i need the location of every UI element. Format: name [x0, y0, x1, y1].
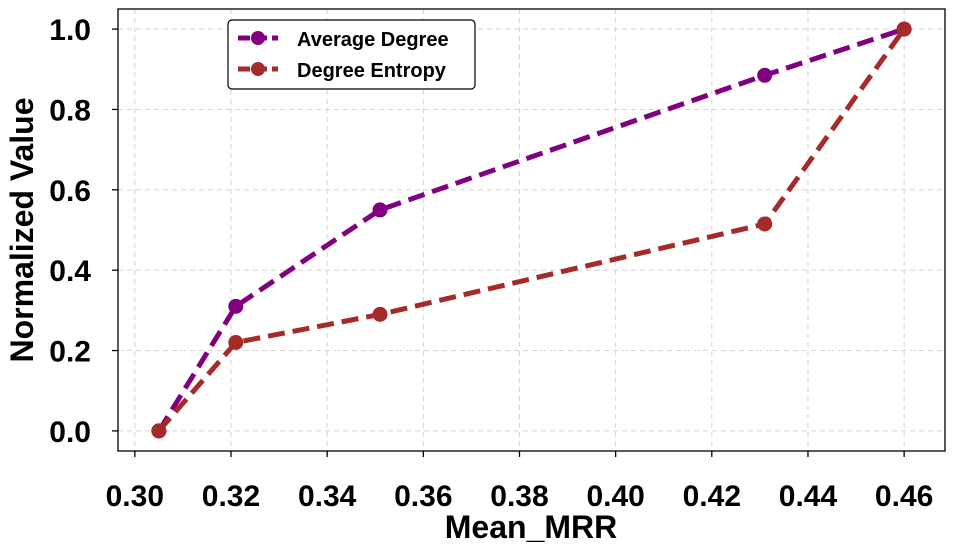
- x-tick-label: 0.46: [875, 480, 933, 513]
- x-axis-label: Mean_MRR: [445, 509, 617, 545]
- legend-marker-degree-entropy: [251, 62, 265, 76]
- x-tick-label: 0.36: [394, 480, 452, 513]
- plot-frame: [117, 8, 946, 452]
- legend-label-average-degree: Average Degree: [297, 29, 449, 51]
- x-tick-label: 0.32: [202, 480, 260, 513]
- data-point-average-degree: [757, 67, 773, 83]
- y-axis-label: Normalized Value: [4, 98, 40, 363]
- legend-label-degree-entropy: Degree Entropy: [297, 60, 447, 82]
- data-point-average-degree: [228, 298, 244, 314]
- data-point-average-degree: [372, 202, 388, 218]
- data-point-degree-entropy: [151, 423, 167, 439]
- y-tick-label: 0.0: [49, 416, 91, 449]
- x-tick-label: 0.42: [683, 480, 741, 513]
- series-line-average-degree: [156, 26, 905, 433]
- data-point-degree-entropy: [228, 335, 244, 351]
- data-point-degree-entropy: [372, 306, 388, 322]
- x-tick-label: 0.38: [490, 480, 548, 513]
- data-point-degree-entropy: [757, 216, 773, 232]
- data-point-degree-entropy: [896, 21, 912, 37]
- x-tick-label: 0.40: [586, 480, 644, 513]
- y-tick-label: 0.4: [49, 255, 91, 288]
- series-layer: [151, 21, 912, 439]
- legend-marker-average-degree: [251, 31, 265, 45]
- y-tick-label: 1.0: [49, 14, 91, 47]
- ticks-layer: 0.30 0.32 0.34 0.36 0.38 0.40 0.42 0.44 0.46 0.0 0…: [49, 14, 933, 513]
- y-tick-label: 0.2: [49, 336, 91, 369]
- x-tick-label: 0.34: [298, 480, 357, 513]
- y-tick-label: 0.8: [49, 94, 91, 127]
- legend: Average Degree Degree Entropy: [227, 19, 476, 90]
- x-tick-label: 0.44: [779, 480, 838, 513]
- x-tick-label: 0.30: [106, 480, 164, 513]
- y-tick-label: 0.6: [49, 175, 91, 208]
- legend-box: [227, 19, 476, 90]
